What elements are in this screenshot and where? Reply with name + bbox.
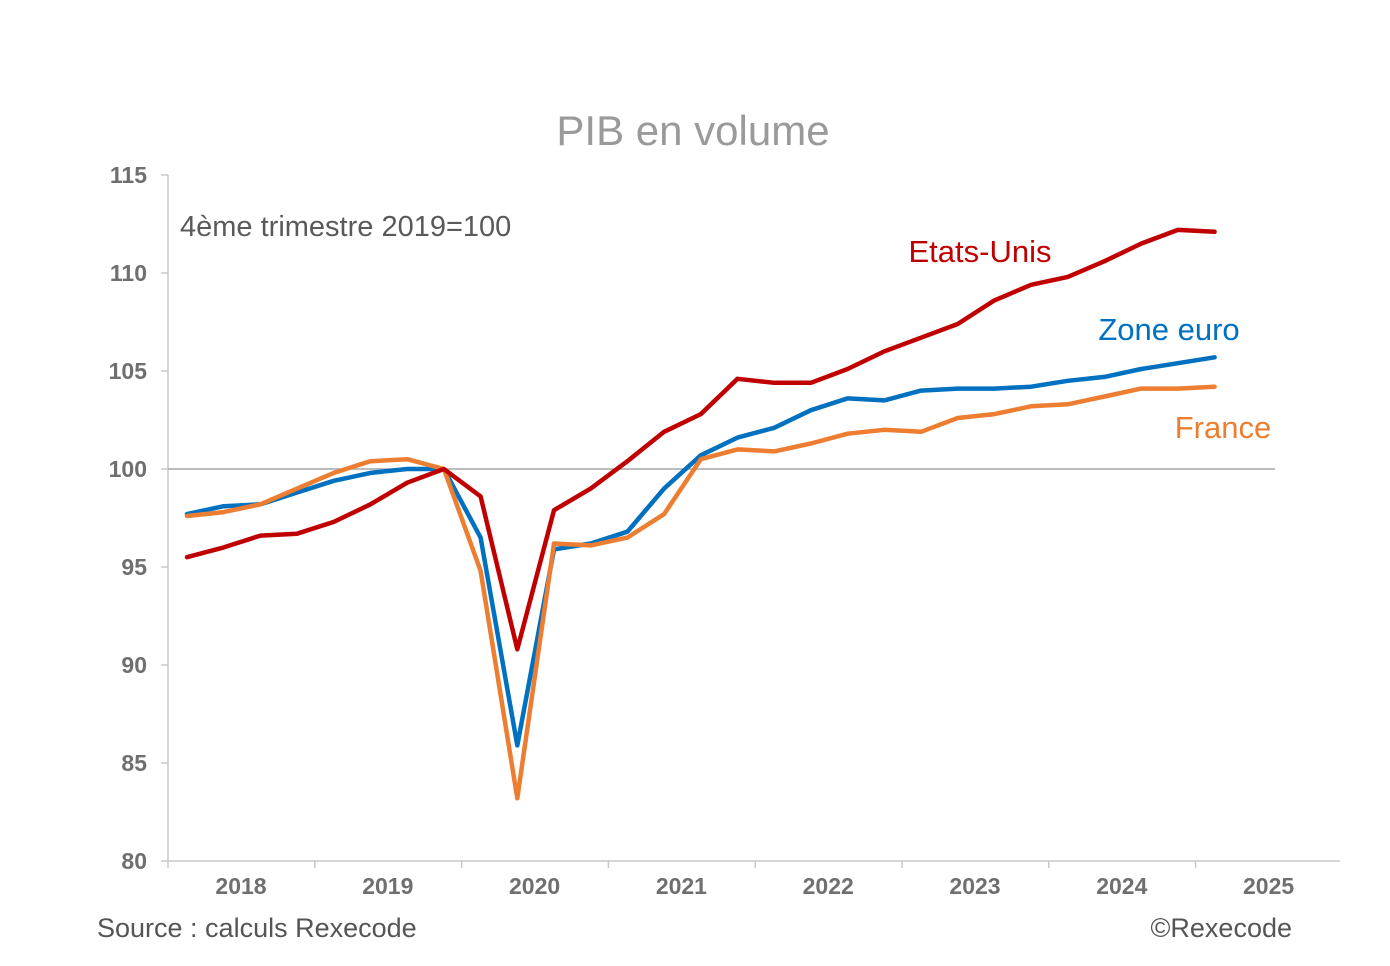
y-tick-label: 100 [109, 456, 147, 482]
x-tick-label: 2025 [1243, 873, 1294, 899]
copyright-note: ©Rexecode [1151, 913, 1292, 943]
x-tick-label: 2020 [509, 873, 560, 899]
x-tick-label: 2021 [656, 873, 707, 899]
y-tick-label: 105 [109, 358, 148, 384]
series-label-zone-euro: Zone euro [1098, 312, 1239, 347]
x-axis-ticks: 2018 2019 2020 2021 2022 2023 2024 2025 [167, 861, 1294, 899]
y-axis-ticks: 115 110 105 100 95 90 85 80 [109, 162, 168, 874]
y-tick-label: 85 [121, 750, 147, 776]
x-tick-label: 2023 [949, 873, 1000, 899]
y-tick-label: 95 [121, 554, 147, 580]
x-tick-label: 2018 [215, 873, 266, 899]
source-note: Source : calculs Rexecode [97, 913, 417, 943]
series-line-france [184, 384, 1217, 801]
x-tick-label: 2024 [1096, 873, 1147, 899]
y-tick-label: 110 [110, 260, 147, 286]
chart-title: PIB en volume [556, 107, 829, 154]
x-tick-label: 2022 [803, 873, 854, 899]
chart-subtitle: 4ème trimestre 2019=100 [180, 211, 511, 243]
y-tick-label: 90 [121, 652, 147, 678]
series-line-etats-unis [184, 227, 1217, 652]
series-label-etats-unis: Etats-Unis [909, 234, 1052, 269]
series-labels: Etats-Unis Zone euro France [909, 234, 1272, 445]
x-tick-label: 2019 [362, 873, 413, 899]
series-line-zone-euro [184, 355, 1217, 748]
series-label-france: France [1175, 410, 1271, 445]
series-lines [184, 227, 1217, 801]
y-tick-label: 80 [121, 848, 147, 874]
y-tick-label: 115 [110, 162, 147, 188]
